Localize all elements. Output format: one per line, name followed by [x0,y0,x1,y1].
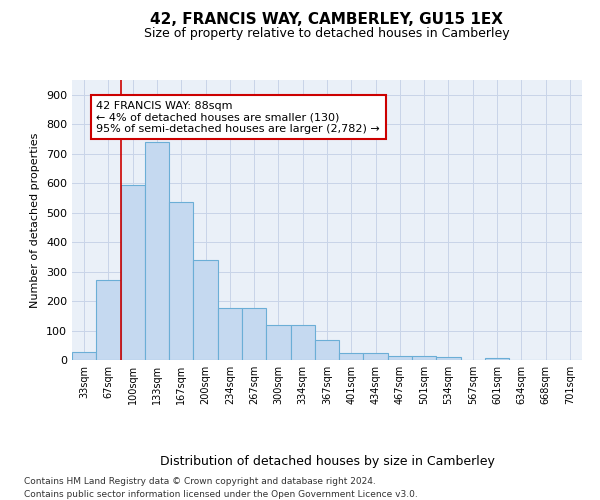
Bar [72,352,96,360]
Text: Contains public sector information licensed under the Open Government Licence v3: Contains public sector information licen… [24,490,418,499]
Bar [436,357,461,360]
Text: 42, FRANCIS WAY, CAMBERLEY, GU15 1EX: 42, FRANCIS WAY, CAMBERLEY, GU15 1EX [151,12,503,28]
Bar [218,308,242,360]
Bar [169,202,193,360]
Bar [242,308,266,360]
Bar [193,260,218,360]
Y-axis label: Number of detached properties: Number of detached properties [31,132,40,308]
Bar [339,352,364,360]
Text: Size of property relative to detached houses in Camberley: Size of property relative to detached ho… [144,28,510,40]
Bar [266,324,290,360]
Bar [315,340,339,360]
Bar [485,358,509,360]
Bar [388,356,412,360]
Bar [145,142,169,360]
Text: Contains HM Land Registry data © Crown copyright and database right 2024.: Contains HM Land Registry data © Crown c… [24,478,376,486]
Text: 42 FRANCIS WAY: 88sqm
← 4% of detached houses are smaller (130)
95% of semi-deta: 42 FRANCIS WAY: 88sqm ← 4% of detached h… [96,100,380,134]
Bar [121,184,145,360]
Text: Distribution of detached houses by size in Camberley: Distribution of detached houses by size … [160,454,494,468]
Bar [364,352,388,360]
Bar [412,356,436,360]
Bar [96,280,121,360]
Bar [290,324,315,360]
